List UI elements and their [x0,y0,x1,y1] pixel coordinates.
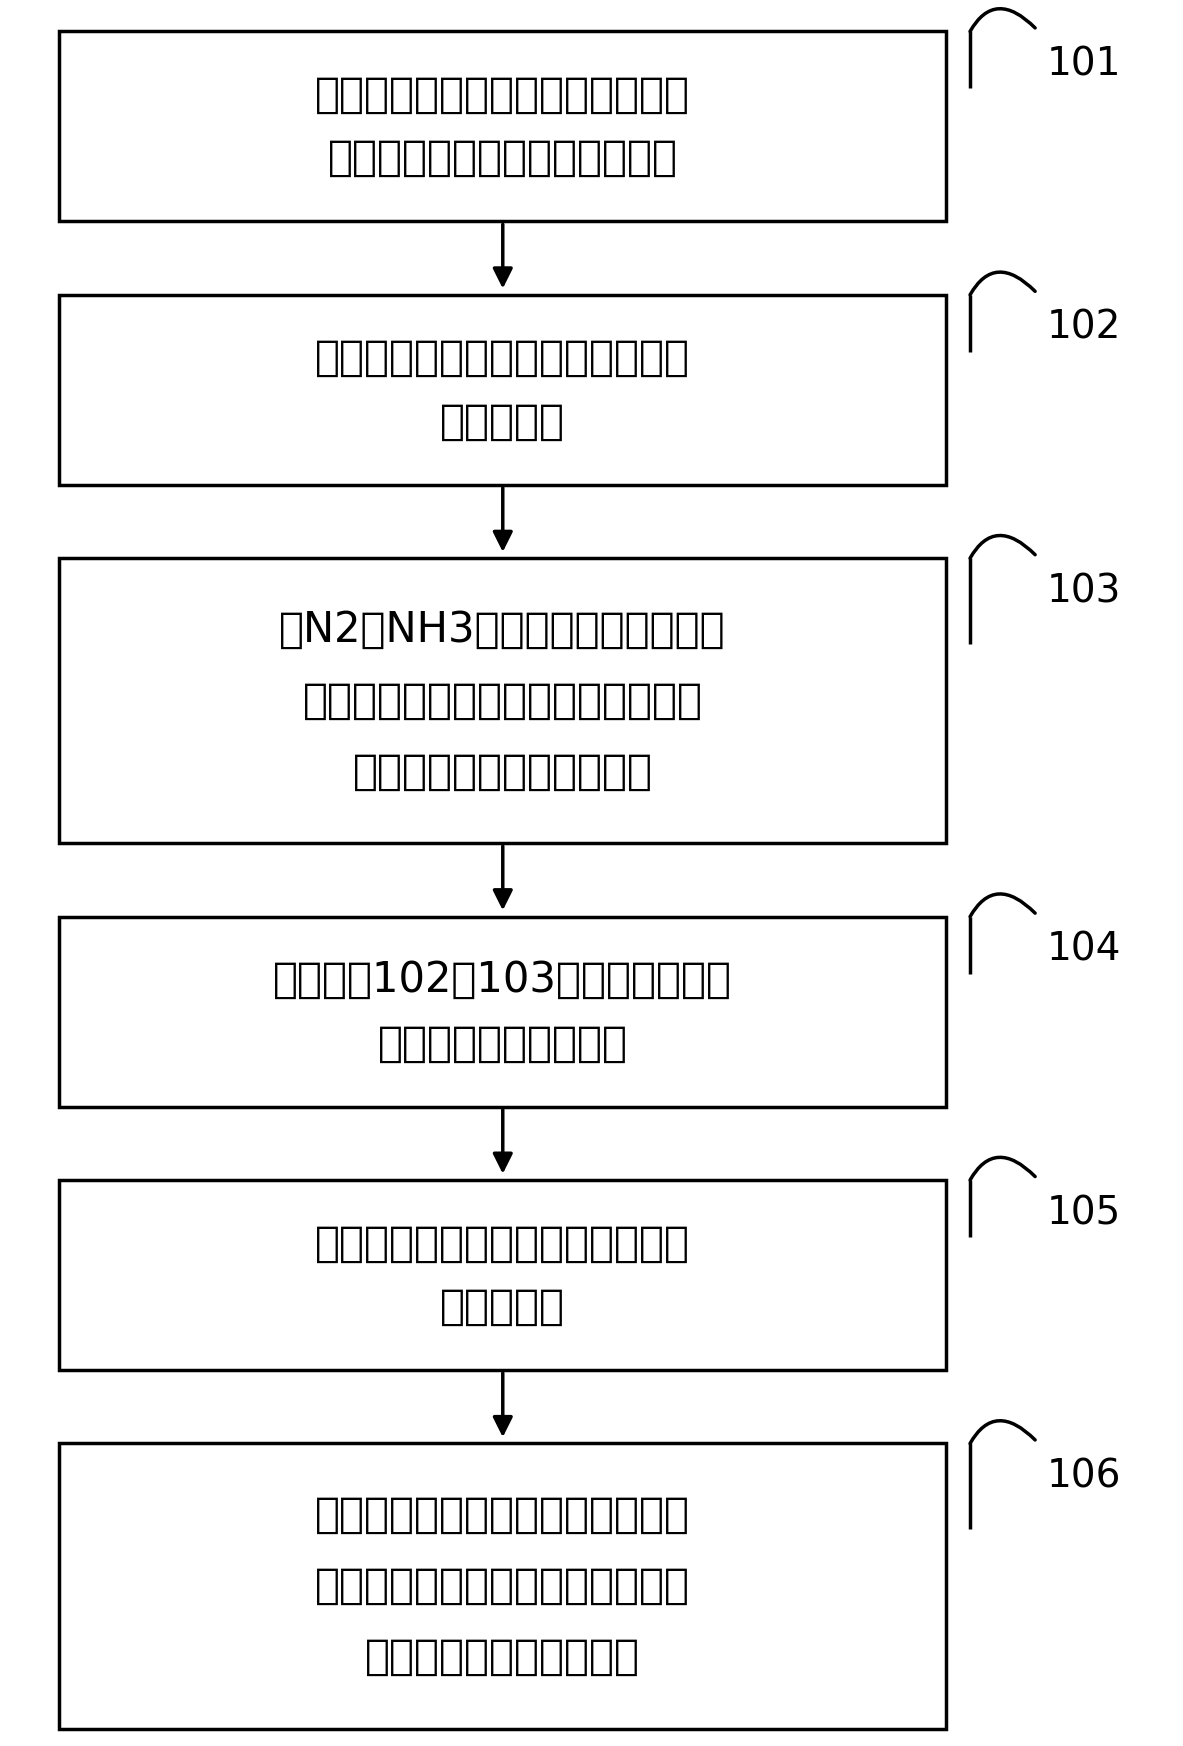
Bar [59,1180,946,1371]
Text: 在所述沟槽底部形成导电层: 在所述沟槽底部形成导电层 [353,751,653,793]
Text: 执行平坦化，去除层间介电层以上: 执行平坦化，去除层间介电层以上 [316,1495,690,1536]
Text: 以在所述沟槽侧壁形成介电阻挡层，: 以在所述沟槽侧壁形成介电阻挡层， [303,679,703,721]
Text: 用N2或NH3处理所述三硅基氮层，: 用N2或NH3处理所述三硅基氮层， [279,609,726,651]
Text: 104: 104 [1047,931,1121,969]
Text: 述沟槽中形成铜互连结构: 述沟槽中形成铜互连结构 [366,1636,640,1678]
Text: 底上形成具有沟槽的层间介电层: 底上形成具有沟槽的层间介电层 [328,138,678,180]
Text: 101: 101 [1047,45,1121,84]
Text: 105: 105 [1047,1194,1121,1233]
Text: 的介电阻挡层和导电层: 的介电阻挡层和导电层 [377,1023,628,1065]
Bar [59,31,946,222]
Text: 提供半导体衬底，在所述半导体衬: 提供半导体衬底，在所述半导体衬 [316,73,690,115]
Text: 和金属铜层: 和金属铜层 [440,1285,565,1327]
Text: 重复步骤102和103以形成期望厚度: 重复步骤102和103以形成期望厚度 [273,959,732,1000]
Text: 103: 103 [1047,573,1121,609]
Text: 的导电阻挡层和金属铜层，以在所: 的导电阻挡层和金属铜层，以在所 [316,1564,690,1606]
Text: 106: 106 [1047,1458,1121,1495]
Bar [59,1444,946,1729]
Text: 在所述沟槽的侧壁和底部上吸附一: 在所述沟槽的侧壁和底部上吸附一 [316,337,690,379]
Text: 在沟槽的剩余部分形成导电阻挡层: 在沟槽的剩余部分形成导电阻挡层 [316,1222,690,1264]
Text: 102: 102 [1047,309,1121,347]
Bar [59,559,946,843]
Text: 层三硅基氮: 层三硅基氮 [440,400,565,442]
Bar [59,295,946,485]
Bar [59,917,946,1107]
